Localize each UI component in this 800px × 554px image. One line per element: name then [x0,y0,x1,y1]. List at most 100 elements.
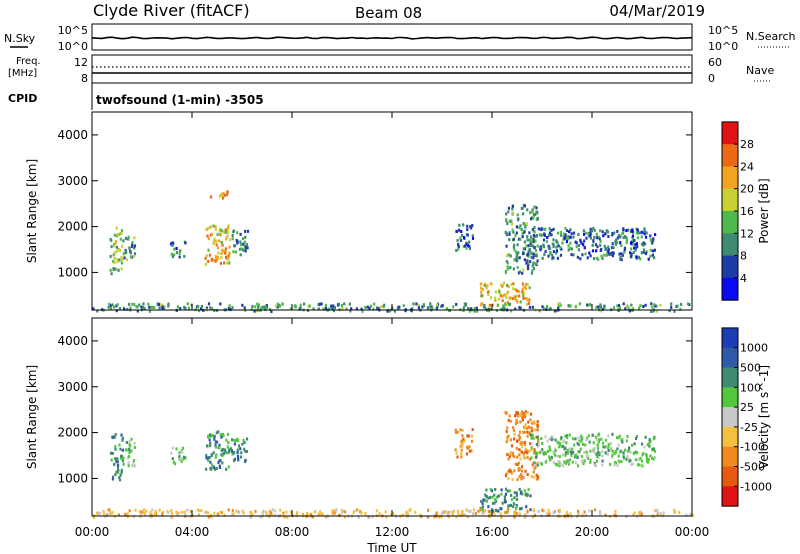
velocity-echo-cell [548,445,551,449]
velocity-echo-cell [454,448,457,452]
velocity-echo-cell [465,452,469,456]
power-echo-cell [511,211,514,215]
power-echo-cell [541,256,544,260]
power-echo-cell [332,309,336,313]
velocity-echo-cell [565,441,568,445]
freq-right-tick-top: 60 [708,56,722,69]
power-echo-cell [205,254,208,258]
velocity-echo-cell [513,496,516,500]
velocity-echo-cell [587,434,590,438]
velocity-colorbar-segment [722,387,738,408]
velocity-echo-cell [523,443,527,446]
power-echo-cell [599,303,602,307]
power-echo-cell [628,309,631,313]
power-echo-cell [551,253,554,257]
power-echo-cell [535,206,538,210]
velocity-echo-cell [510,471,513,475]
velocity-echo-cell [515,439,519,443]
power-echo-cell [549,252,552,256]
power-echo-cell [476,309,479,313]
power-echo-cell [173,247,176,251]
velocity-echo-cell [527,488,530,492]
velocity-echo-cell [526,434,529,438]
power-echo-cell [426,306,429,310]
velocity-echo-cell [524,450,527,454]
velocity-echo-cell [558,464,561,468]
power-echo-cell [525,302,528,306]
power-echo-cell [227,224,230,228]
velocity-echo-cell [481,501,484,505]
velocity-echo-cell [512,426,515,430]
power-echo-cell [219,233,222,237]
power-echo-cell [133,303,136,307]
power-echo-cell [113,251,116,254]
velocity-echo-cell [213,434,216,438]
power-echo-cell [505,303,508,307]
power-colorbar-tick-label: 28 [740,138,754,151]
velocity-echo-cell [479,508,482,512]
velocity-echo-cell [455,515,458,519]
power-echo-cell [567,244,570,248]
power-echo-cell [531,208,534,212]
velocity-echo-cell [530,456,533,460]
power-echo-cell [224,250,227,254]
power-echo-cell [121,244,124,248]
velocity-echo-cell [574,454,577,458]
power-echo-cell [114,242,117,245]
power-echo-cell [614,240,617,244]
power-echo-cell [516,259,519,263]
power-echo-cell [462,223,465,227]
velocity-echo-cell [597,433,600,437]
power-echo-cell [542,306,545,310]
power-echo-cell [568,230,571,234]
velocity-echo-cell [341,511,344,515]
power-echo-cell [607,245,610,249]
power-echo-cell [197,305,200,309]
velocity-echo-cell [121,436,124,440]
power-echo-cell [209,233,212,237]
velocity-echo-cell [577,464,580,468]
power-echo-cell [482,305,486,309]
beam-title: Beam 08 [355,4,422,22]
velocity-echo-cell [122,462,125,466]
velocity-echo-cell [487,505,490,509]
velocity-colorbar-tick-label: 25 [740,401,754,414]
velocity-echo-cell [520,410,523,414]
velocity-echo-cell [513,414,517,418]
power-echo-cell [516,213,519,217]
power-echo-cell [308,304,311,308]
power-echo-cell [577,233,580,236]
power-echo-cell [109,306,113,310]
velocity-echo-cell [530,429,534,433]
power-echo-cell [638,306,641,310]
velocity-echo-cell [497,509,500,513]
velocity-echo-cell [268,511,271,515]
power-echo-cell [546,236,549,239]
power-echo-cell [226,261,229,265]
velocity-echo-cell [523,515,526,519]
velocity-echo-cell [215,453,218,457]
power-echo-cell [549,246,552,250]
power-echo-cell [486,290,490,294]
velocity-echo-cell [507,457,510,461]
power-echo-cell [441,304,444,308]
power-echo-cell [526,208,529,212]
power-echo-cell [214,255,217,259]
velocity-echo-cell [602,445,605,449]
velocity-echo-cell [220,511,223,515]
velocity-echo-cell [524,469,527,473]
power-echo-cell [179,249,182,253]
power-echo-cell [554,309,557,313]
velocity-echo-cell [517,414,520,418]
velocity-echo-cell [512,428,516,432]
power-echo-cell [481,302,484,306]
power-echo-cell [127,235,130,239]
velocity-echo-cell [128,439,131,443]
power-echo-cell [603,244,606,248]
velocity-echo-cell [472,508,475,512]
power-echo-cell [645,231,648,235]
velocity-echo-cell [216,512,219,516]
velocity-echo-cell [158,508,161,512]
